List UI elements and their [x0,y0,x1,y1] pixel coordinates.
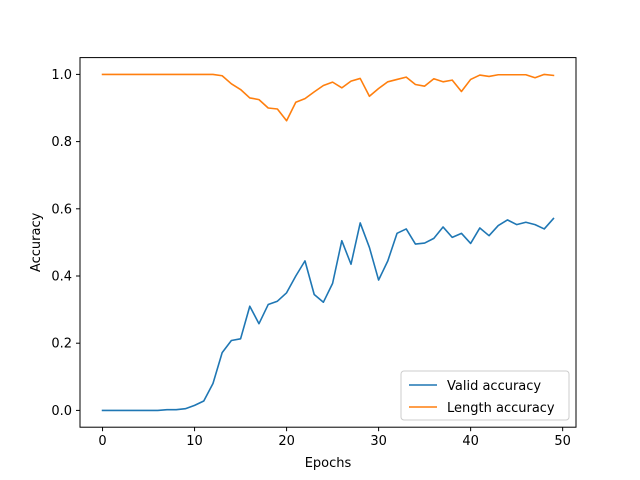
legend: Valid accuracy Length accuracy [400,370,570,421]
series-line-valid-accuracy [101,217,555,412]
axes-frame [79,57,577,428]
x-tick-label: 10 [186,434,203,449]
y-tick-label: 0.8 [51,135,72,150]
x-tick-label: 50 [554,434,571,449]
plot-lines [101,73,555,412]
legend-label-length-accuracy: Length accuracy [447,401,555,416]
y-tick-label: 0.0 [51,404,72,419]
y-axis: 0.0 0.2 0.4 0.6 0.8 1.0 [51,68,80,419]
y-tick-label: 1.0 [51,68,72,83]
y-tick-label: 0.6 [51,202,72,217]
y-tick-label: 0.4 [51,270,72,285]
x-tick-label: 20 [278,434,295,449]
x-axis: 0 10 20 30 40 50 [98,427,571,449]
legend-box [400,370,570,421]
series-line-length-accuracy [101,73,555,122]
y-tick-label: 0.2 [51,337,72,352]
x-tick-label: 40 [462,434,479,449]
x-tick-label: 0 [98,434,106,449]
legend-label-valid-accuracy: Valid accuracy [447,379,541,394]
x-axis-label: Epochs [305,456,352,471]
y-axis-label: Accuracy [29,212,44,272]
x-tick-label: 30 [370,434,387,449]
